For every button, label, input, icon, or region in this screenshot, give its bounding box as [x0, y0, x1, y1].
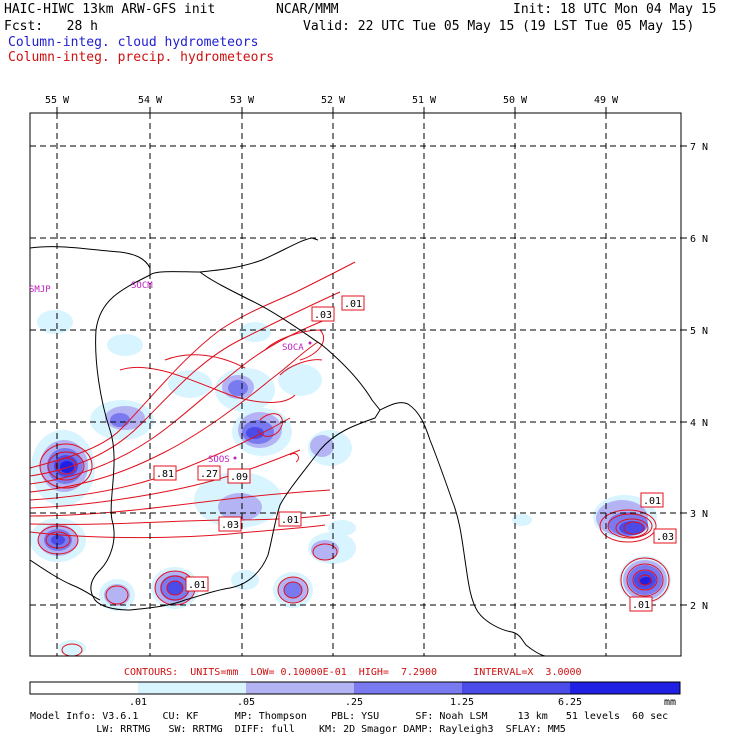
coastline [30, 237, 546, 656]
colorbar-tick: .25 [344, 697, 364, 708]
svg-text:3 N: 3 N [690, 509, 708, 520]
svg-text:7 N: 7 N [690, 142, 708, 153]
svg-text:55 W: 55 W [45, 95, 70, 106]
svg-text:.01: .01 [632, 600, 650, 611]
contour-label-group: .01 .03 .81 .27 .09 .03 .01 .01 .01 .03 … [153, 295, 677, 612]
legend-cloud: Column-integ. cloud hydrometeors [8, 35, 259, 50]
lat-lon-grid [30, 113, 681, 656]
contour-label: .01 [640, 492, 664, 508]
station-label: SOCM [131, 281, 153, 291]
station-label: SOOS [208, 455, 230, 465]
contour-label: .03 [218, 516, 242, 532]
svg-text:.01: .01 [281, 515, 299, 526]
contour-label: .27 [197, 465, 221, 481]
colorbar-tick: .01 [128, 697, 148, 708]
svg-text:49 W: 49 W [594, 95, 619, 106]
svg-text:50 W: 50 W [503, 95, 528, 106]
model-info-line2: LW: RRTMG SW: RRTMG DIFF: full KM: 2D Sm… [30, 724, 566, 735]
map-frame [29, 112, 682, 657]
station-markers [233, 341, 312, 460]
svg-text:53 W: 53 W [230, 95, 255, 106]
svg-text:.01: .01 [344, 299, 362, 310]
colorbar [29, 681, 681, 695]
svg-text:.03: .03 [656, 532, 674, 543]
svg-text:51 W: 51 W [412, 95, 437, 106]
contour-label: .01 [341, 295, 365, 311]
station-label: SMJP [29, 285, 51, 295]
contour-label: .01 [629, 596, 653, 612]
contour-label: .09 [227, 468, 251, 484]
legend-precip: Column-integ. precip. hydrometeors [8, 50, 275, 65]
contour-label: .01 [278, 511, 302, 527]
tick-marks [56, 107, 687, 606]
model-info-line1: Model Info: V3.6.1 CU: KF MP: Thompson P… [30, 711, 669, 722]
svg-text:5 N: 5 N [690, 326, 708, 337]
svg-text:54 W: 54 W [138, 95, 163, 106]
svg-text:2 N: 2 N [690, 601, 708, 612]
svg-text:4 N: 4 N [690, 418, 708, 429]
cloud-fill-layer [30, 113, 681, 656]
svg-text:.09: .09 [230, 472, 248, 483]
valid-time: Valid: 22 UTC Tue 05 May 15 (19 LST Tue … [303, 19, 695, 34]
org-label: NCAR/MMM [276, 2, 339, 17]
init-time: Init: 18 UTC Mon 04 May 15 [513, 2, 717, 17]
svg-text:.03: .03 [314, 310, 332, 321]
lat-labels: 7 N 6 N 5 N 4 N 3 N 2 N [690, 142, 708, 612]
contour-label: .03 [311, 306, 335, 322]
contour-info: CONTOURS: UNITS=mm LOW= 0.10000E-01 HIGH… [124, 667, 582, 678]
svg-text:.01: .01 [188, 580, 206, 591]
contour-label: .01 [185, 576, 209, 592]
colorbar-tick: 1.25 [449, 697, 475, 708]
station-label: SOCA [282, 343, 304, 353]
svg-text:.27: .27 [200, 469, 218, 480]
svg-text:.81: .81 [156, 469, 174, 480]
svg-text:.01: .01 [643, 496, 661, 507]
colorbar-tick: 6.25 [557, 697, 583, 708]
svg-text:52 W: 52 W [321, 95, 346, 106]
forecast-hour: Fcst: 28 h [4, 19, 98, 34]
station-labels: SMJP SOCM SOCA SOOS [29, 281, 304, 465]
model-title: HAIC-HIWC 13km ARW-GFS init [4, 2, 216, 17]
contour-label: .81 [153, 465, 177, 481]
colorbar-tick: .05 [236, 697, 256, 708]
contour-label: .03 [653, 528, 677, 544]
svg-text:6 N: 6 N [690, 234, 708, 245]
lon-labels: 55 W 54 W 53 W 52 W 51 W 50 W 49 W [45, 95, 619, 106]
colorbar-unit: mm [663, 697, 677, 708]
svg-text:.03: .03 [221, 520, 239, 531]
